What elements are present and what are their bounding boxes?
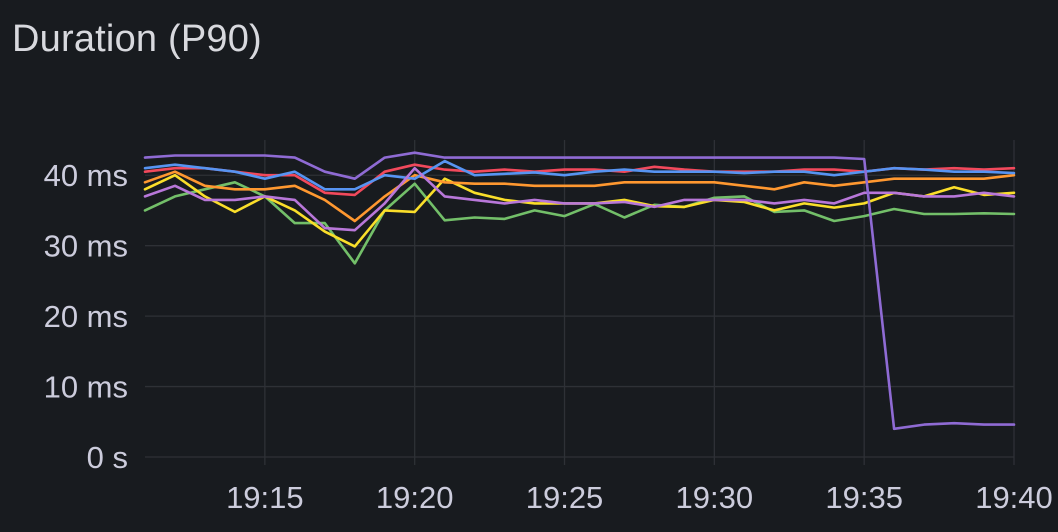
y-axis: 0 s 10 ms 20 ms 30 ms 40 ms	[44, 158, 128, 475]
x-tick-label: 19:35	[825, 480, 903, 515]
series-line-7[interactable]	[143, 151, 1016, 431]
y-tick-label: 30 ms	[44, 229, 128, 264]
series-line-3[interactable]	[143, 170, 1016, 223]
y-tick-label: 40 ms	[44, 158, 128, 193]
series-line-5[interactable]	[143, 159, 1016, 191]
y-tick-label: 0 s	[87, 440, 128, 475]
x-tick-label: 19:40	[975, 480, 1053, 515]
x-tick-label: 19:30	[676, 480, 754, 515]
x-axis: 19:15 19:20 19:25 19:30 19:35 19:40	[226, 480, 1053, 515]
x-tick-label: 19:25	[526, 480, 604, 515]
series-lines[interactable]	[143, 151, 1016, 431]
y-tick-label: 20 ms	[44, 299, 128, 334]
series-line-1[interactable]	[143, 181, 1016, 265]
y-tick-label: 10 ms	[44, 370, 128, 405]
x-tick-label: 19:20	[376, 480, 454, 515]
x-tick-label: 19:15	[226, 480, 304, 515]
panel-title[interactable]: Duration (P90)	[12, 18, 262, 60]
grid	[145, 140, 1015, 465]
